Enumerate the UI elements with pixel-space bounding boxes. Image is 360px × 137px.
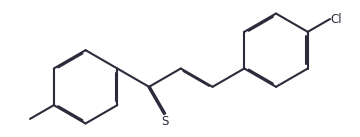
Text: Cl: Cl — [331, 12, 342, 25]
Text: S: S — [161, 115, 168, 128]
